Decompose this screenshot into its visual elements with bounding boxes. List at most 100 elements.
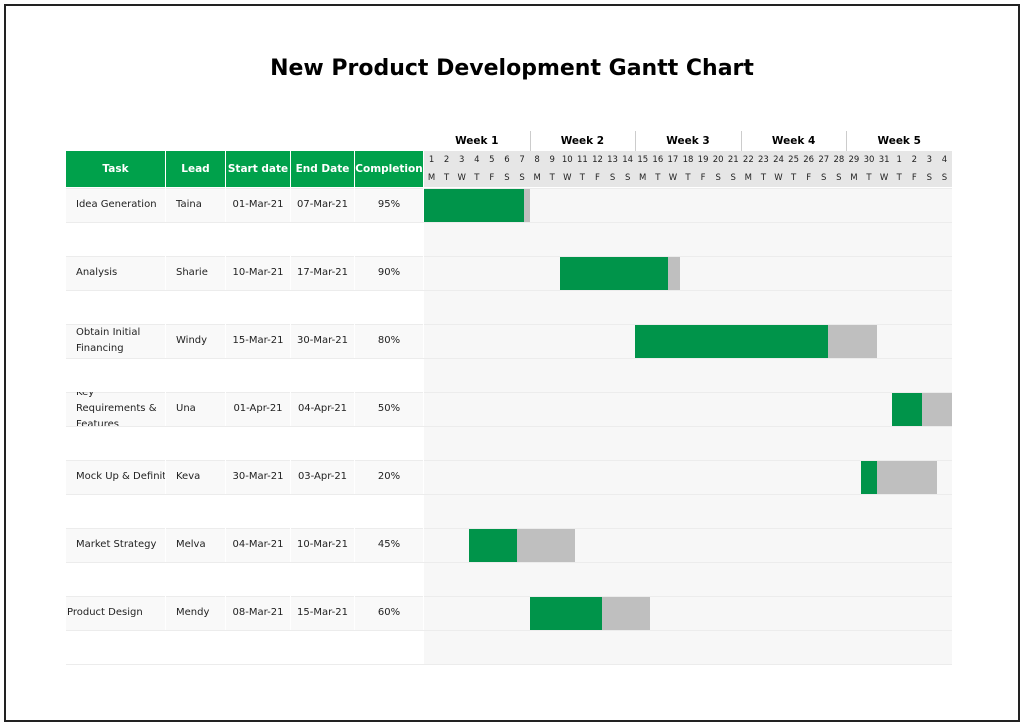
weekday: M <box>424 169 440 187</box>
weekday: S <box>936 169 952 187</box>
progress-bar <box>424 189 525 222</box>
weekday: S <box>921 169 937 187</box>
row-line <box>66 324 952 325</box>
row-line <box>66 562 952 563</box>
day-number: 18 <box>680 151 696 169</box>
column-header: Completion <box>355 151 424 187</box>
day-number: 7 <box>514 151 530 169</box>
week-separator <box>846 131 848 151</box>
column-header: Lead <box>166 151 226 187</box>
day-number: 27 <box>816 151 832 169</box>
day-number: 8 <box>529 151 545 169</box>
weekday: M <box>740 169 756 187</box>
day-number: 1 <box>891 151 907 169</box>
day-number: 19 <box>695 151 711 169</box>
column-header: Task <box>66 151 166 187</box>
weekday: M <box>846 169 862 187</box>
start-date: 10-Mar-21 <box>226 256 291 290</box>
weekday: S <box>710 169 726 187</box>
task-name: Obtain Initial Financing <box>66 324 166 358</box>
row-line <box>66 222 952 223</box>
weekday: T <box>574 169 590 187</box>
weekday: W <box>876 169 892 187</box>
day-number: 2 <box>906 151 922 169</box>
weekday: M <box>635 169 651 187</box>
completion: 50% <box>355 392 424 426</box>
week-label: Week 2 <box>560 135 605 147</box>
task-row-bg <box>66 257 424 290</box>
row-line <box>66 392 952 393</box>
completion: 20% <box>355 460 424 494</box>
completion: 90% <box>355 256 424 290</box>
day-number: 10 <box>559 151 575 169</box>
remaining-bar <box>602 597 651 630</box>
weekday: F <box>906 169 922 187</box>
end-date: 15-Mar-21 <box>291 596 355 630</box>
row-line <box>66 528 952 529</box>
weekday: T <box>680 169 696 187</box>
day-number: 30 <box>861 151 877 169</box>
progress-bar <box>635 325 829 358</box>
weekday: T <box>439 169 455 187</box>
lead: Sharie <box>166 256 226 290</box>
weekday: T <box>891 169 907 187</box>
day-number: 21 <box>725 151 741 169</box>
completion: 95% <box>355 188 424 222</box>
lead: Windy <box>166 324 226 358</box>
weekday: S <box>620 169 636 187</box>
day-number: 4 <box>469 151 485 169</box>
remaining-bar <box>668 257 681 290</box>
day-number: 6 <box>499 151 515 169</box>
start-date: 04-Mar-21 <box>226 528 291 562</box>
end-date: 17-Mar-21 <box>291 256 355 290</box>
day-number: 4 <box>936 151 952 169</box>
page-frame <box>4 4 1020 722</box>
task-name: Product Design <box>66 596 166 630</box>
day-number: 12 <box>589 151 606 169</box>
week-label: Week 1 <box>455 135 499 147</box>
day-number: 13 <box>605 151 621 169</box>
weekday: F <box>801 169 817 187</box>
weekday: T <box>786 169 802 187</box>
week-separator <box>635 131 637 151</box>
task-name: Idea Generation <box>66 188 166 222</box>
task-name: Market Strategy <box>66 528 166 562</box>
progress-bar <box>891 393 922 426</box>
task-row-bg <box>66 597 424 630</box>
week-separator <box>529 131 531 151</box>
weekday: F <box>695 169 711 187</box>
end-date: 03-Apr-21 <box>291 460 355 494</box>
weekday: W <box>454 169 470 187</box>
row-line <box>66 290 952 291</box>
row-line <box>66 494 952 495</box>
day-number: 14 <box>620 151 636 169</box>
end-date: 30-Mar-21 <box>291 324 355 358</box>
week-label: Week 5 <box>877 135 921 147</box>
row-line <box>66 256 952 257</box>
task-name: Key Requirements & Features <box>66 392 166 426</box>
weekday: T <box>755 169 771 187</box>
row-line <box>66 630 952 631</box>
end-date: 07-Mar-21 <box>291 188 355 222</box>
lead: Melva <box>166 528 226 562</box>
weekday: S <box>831 169 847 187</box>
day-number: 15 <box>635 151 651 169</box>
task-row-bg <box>66 189 424 222</box>
end-date: 04-Apr-21 <box>291 392 355 426</box>
weekday: W <box>665 169 681 187</box>
row-line <box>66 426 952 427</box>
column-header: Start date <box>226 151 291 187</box>
task-row-bg <box>66 325 424 358</box>
start-date: 01-Apr-21 <box>226 392 291 426</box>
lead: Keva <box>166 460 226 494</box>
task-row-bg <box>66 393 424 426</box>
chart-title: New Product Development Gantt Chart <box>270 56 754 81</box>
lead: Taina <box>166 188 226 222</box>
weekday: W <box>770 169 787 187</box>
weekday: T <box>861 169 877 187</box>
day-number: 22 <box>740 151 756 169</box>
row-line <box>66 664 952 665</box>
weekday: T <box>544 169 560 187</box>
week-label: Week 3 <box>666 135 710 147</box>
weekday: S <box>514 169 530 187</box>
